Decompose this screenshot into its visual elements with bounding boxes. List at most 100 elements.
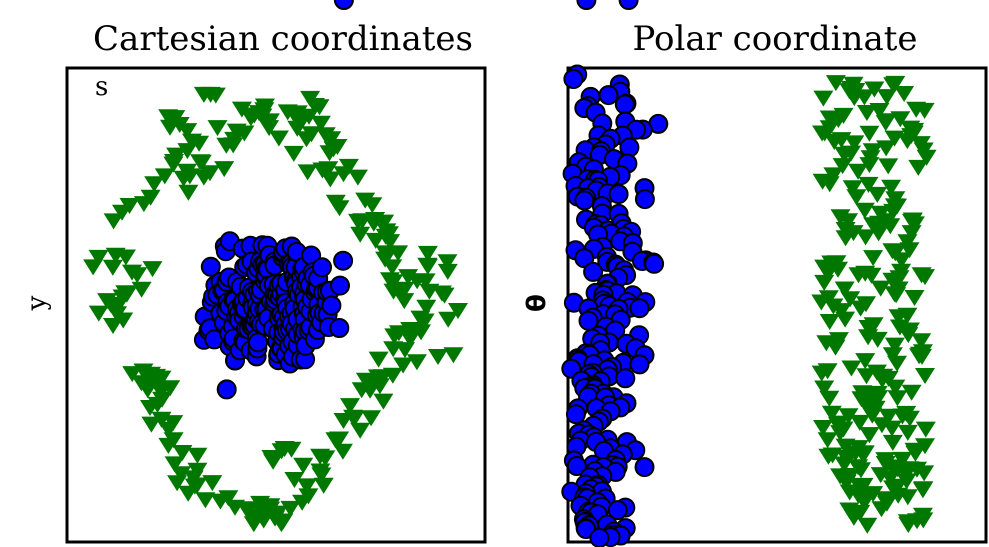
polar-triangle-point [830,425,851,442]
cartesian-triangle-point [438,311,459,328]
cartesian-triangle-point [144,176,165,193]
polar-triangle-point [915,421,936,438]
polar-triangle-point [813,420,833,436]
cartesian-triangle-point [115,249,136,266]
cartesian-triangle-point [298,488,319,505]
cartesian-triangle-point [273,513,294,530]
polar-triangle-point [848,163,869,180]
cartesian-triangle-point [417,245,438,262]
polar-triangle-point [901,384,922,401]
cartesian-triangle-point [437,254,458,271]
cartesian-triangle-point [202,475,223,492]
polar-y-axis-label: θ [522,294,552,312]
cartesian-triangle-point [177,123,198,140]
cartesian-triangle-point [122,366,143,383]
polar-triangle-point [882,420,902,437]
cartesian-triangle-point [131,281,152,298]
cartesian-triangle-point [301,126,322,143]
polar-triangle-point [859,125,880,142]
cartesian-triangle-point [88,249,109,266]
polar-triangle-point [897,489,918,506]
polar-triangle-point [819,314,840,330]
cartesian-circle-point [248,332,268,353]
polar-triangle-point [824,134,845,150]
polar-triangle-point [872,372,893,389]
polar-triangle-point [912,482,933,499]
cartesian-triangle-point [296,478,317,495]
polar-circle-point [615,368,636,389]
polar-triangle-point [904,216,925,233]
polar-triangle-point [856,368,877,385]
cartesian-triangle-point [234,125,255,142]
cartesian-triangle-point [116,286,137,303]
polar-triangle-point [850,300,871,317]
polar-triangle-point [871,501,892,518]
cartesian-triangle-point [163,432,184,449]
cartesian-triangle-point [338,158,359,175]
cartesian-triangle-point [152,391,173,408]
polar-triangle-point [857,517,878,534]
polar-triangle-point [825,339,846,356]
polar-triangle-point [880,218,901,235]
polar-triangle-point [887,390,908,407]
cartesian-triangle-point [388,245,409,262]
cartesian-triangle-point [187,477,208,494]
cartesian-triangle-point [187,462,208,479]
cartesian-triangle-point [417,258,438,275]
cartesian-triangle-point [318,161,339,178]
polar-triangle-point [856,105,877,121]
cartesian-circle-point [200,256,221,277]
cartesian-panel: s [65,0,487,544]
polar-triangle-point [851,462,871,479]
polar-triangle-point [838,213,859,230]
polar-panel-title: Polar coordinate [633,19,918,59]
polar-triangle-point [864,81,885,98]
cartesian-triangle-point [406,354,427,371]
cartesian-panel-title: Cartesian coordinates [93,19,473,59]
polar-triangle-point [883,77,904,94]
polar-triangle-point [834,281,855,298]
cartesian-triangle-point [164,456,185,473]
polar-circle-point [629,298,650,319]
polar-triangle-point [825,75,846,92]
polar-circle-point [574,190,595,211]
cartesian-triangle-point [311,467,332,484]
cartesian-triangle-point [119,198,140,214]
cartesian-triangle-point [179,168,200,185]
cartesian-triangle-point [103,318,123,334]
polar-triangle-point [863,250,884,267]
cartesian-triangle-point [154,168,175,185]
polar-triangle-point [887,355,907,372]
polar-triangle-point [908,159,929,176]
cartesian-triangle-point [437,263,458,280]
polar-circle-point [565,404,586,425]
cartesian-triangle-point [374,214,395,231]
cartesian-triangle-point [398,269,419,286]
cartesian-corner-label: s [95,72,108,102]
polar-triangle-point [823,167,844,184]
cartesian-circle-point [330,275,350,296]
cartesian-triangle-point [297,164,318,181]
cartesian-triangle-point [166,147,187,164]
polar-circle-point [634,457,655,478]
polar-triangle-point [844,135,865,152]
polar-triangle-point [896,473,917,490]
cartesian-triangle-point [350,226,371,243]
cartesian-triangle-point [127,267,148,284]
cartesian-triangle-point [178,184,199,201]
cartesian-triangle-point [187,447,208,464]
cartesian-triangle-point [263,453,284,470]
polar-triangle-point [843,509,864,526]
polar-circle-point [629,354,650,375]
polar-triangle-point [840,291,861,308]
cartesian-triangle-point [172,445,193,461]
polar-triangle-point [844,90,865,107]
polar-triangle-point [897,424,918,441]
polar-circle-point [618,0,639,10]
cartesian-triangle-point [160,380,181,397]
polar-circle-point [598,85,619,106]
polar-triangle-point [814,274,835,291]
cartesian-triangle-point [382,367,403,384]
cartesian-triangle-point [434,287,455,304]
